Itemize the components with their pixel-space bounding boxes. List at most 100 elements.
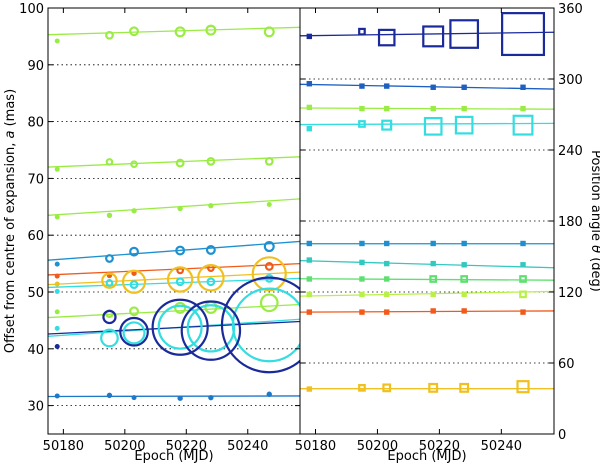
y-axis-title-part: Position angle [588, 150, 600, 245]
fit-line-9 [300, 310, 554, 313]
data-point [197, 264, 225, 292]
data-point [157, 304, 203, 350]
data-point [208, 394, 214, 401]
x-tick-label: 50220 [419, 439, 460, 454]
data-point [306, 291, 312, 298]
data-point [175, 158, 185, 168]
y-tick-label: 100 [19, 2, 44, 17]
fit-line-1 [48, 26, 300, 36]
data-point [105, 30, 114, 40]
y-tick-label: 60 [27, 229, 44, 244]
data-point [174, 301, 187, 314]
data-point [461, 105, 467, 112]
data-point [206, 156, 216, 166]
data-point [54, 325, 60, 331]
data-point [54, 38, 60, 44]
data-point [430, 308, 436, 314]
data-point [54, 344, 60, 350]
data-layer [300, 12, 554, 394]
data-point [264, 156, 274, 166]
data-point [428, 382, 439, 393]
data-point [306, 126, 312, 132]
data-point [105, 254, 114, 263]
data-point [358, 384, 366, 392]
data-point [259, 293, 279, 313]
data-point [306, 309, 312, 315]
fit-line-2 [300, 83, 554, 90]
data-point [122, 321, 146, 345]
data-point [461, 308, 467, 314]
data-point [131, 395, 137, 401]
data-point [208, 202, 214, 209]
data-point [384, 105, 390, 112]
data-point [384, 309, 390, 315]
fit-line-1 [300, 31, 554, 37]
data-point [129, 306, 139, 317]
fit-line-10 [48, 320, 300, 335]
data-point [359, 276, 365, 282]
data-point [377, 28, 396, 47]
data-point [429, 275, 438, 283]
data-point [454, 115, 474, 135]
data-point [384, 276, 390, 282]
data-point [263, 241, 275, 253]
data-point [101, 272, 118, 289]
data-point [359, 83, 365, 89]
x-tick-label: 50240 [481, 439, 522, 454]
y-tick-label: 40 [27, 343, 44, 358]
data-point [54, 261, 60, 267]
data-point [430, 84, 436, 90]
y-tick-label: 240 [558, 144, 583, 159]
data-point [430, 260, 436, 267]
data-point [384, 260, 390, 267]
data-point [121, 269, 147, 294]
data-point [174, 26, 186, 38]
data-point [129, 280, 139, 290]
y-tick-label: 50 [27, 286, 44, 301]
data-point [384, 291, 390, 298]
data-point [177, 205, 183, 212]
data-point [384, 240, 390, 247]
y-tick-label: 180 [558, 215, 583, 230]
data-point [306, 33, 312, 40]
data-point [106, 212, 113, 219]
data-point [359, 259, 365, 266]
data-point [151, 298, 209, 356]
x-tick-label: 50180 [43, 439, 84, 454]
data-point [306, 276, 312, 282]
data-point [263, 26, 275, 38]
data-point [306, 240, 312, 247]
data-layer [48, 24, 300, 401]
data-point [461, 262, 467, 268]
fit-line-8 [300, 290, 554, 297]
y-tick-label: 120 [558, 286, 583, 301]
fit-line-3 [48, 198, 300, 216]
data-point [220, 276, 300, 374]
data-point [460, 275, 469, 283]
data-point [358, 120, 366, 128]
data-point [251, 256, 287, 292]
data-point [459, 382, 470, 393]
data-point [520, 309, 526, 315]
data-point [205, 24, 217, 36]
data-point [131, 208, 137, 214]
data-point [520, 262, 526, 268]
y-axis-title-part: Offset from centre of expansion, [3, 138, 18, 353]
data-point [102, 309, 117, 325]
data-point [119, 316, 149, 347]
data-point [382, 383, 392, 393]
fit-line-6 [300, 259, 554, 269]
data-point [130, 160, 138, 169]
data-point [166, 266, 194, 293]
y-axis-title: Offset from centre of expansion, a (mas) [3, 89, 18, 353]
data-point [501, 12, 546, 57]
data-point [359, 240, 365, 247]
fit-line-6 [48, 271, 300, 286]
y-tick-label: 0 [558, 428, 566, 443]
data-point [175, 245, 186, 256]
data-point [519, 275, 527, 283]
fit-line-2 [48, 156, 300, 168]
y-axis-title: Position angle θ (deg) [588, 150, 600, 292]
data-point [54, 393, 60, 399]
y-tick-label: 80 [27, 116, 44, 131]
